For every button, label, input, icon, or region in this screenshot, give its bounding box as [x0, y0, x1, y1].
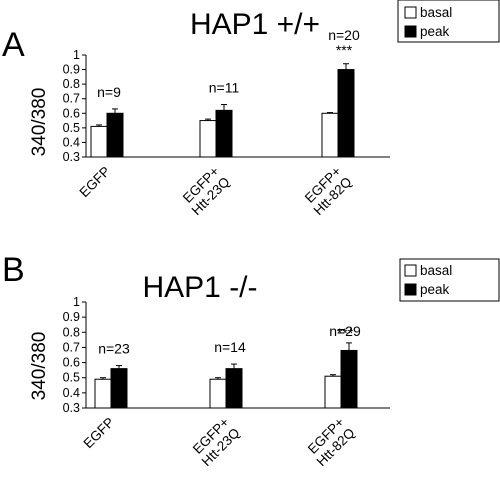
- panel-b: B HAP1 -/- 340/380 basal peak 0.30.40.50…: [2, 251, 500, 469]
- y-tick-label: 0.8: [63, 325, 80, 339]
- panel-letter: A: [2, 26, 25, 64]
- x-category-label: EGFP: [77, 164, 114, 201]
- bar-basal: [321, 112, 339, 158]
- bar-basal: [199, 120, 217, 158]
- bar-basal: [90, 125, 108, 158]
- y-tick-label: 0.8: [63, 77, 80, 91]
- y-axis-label: 340/380: [29, 88, 50, 157]
- panel-a: A HAP1 +/+ 340/380 basal peak 0.30.40.50…: [2, 0, 500, 218]
- n-label: n=11: [209, 80, 240, 96]
- bar-peak: [215, 109, 233, 158]
- n-label: n=20: [328, 27, 360, 43]
- legend-swatch-peak: [404, 283, 417, 296]
- bar-peak: [225, 368, 243, 409]
- legend: basal peak: [399, 258, 500, 302]
- y-tick-label: 0.4: [63, 135, 80, 149]
- y-tick-label: 0.3: [63, 150, 80, 164]
- n-label: n=29: [329, 323, 361, 339]
- legend-swatch-peak: [404, 25, 417, 38]
- chart-title: HAP1 +/+: [190, 8, 320, 41]
- legend-swatch-basal: [404, 264, 417, 277]
- chart-title: HAP1 -/-: [142, 271, 257, 304]
- legend-label-peak: peak: [420, 24, 450, 39]
- legend-label-peak: peak: [420, 282, 450, 297]
- bar-basal: [324, 375, 342, 409]
- legend: basal peak: [397, 0, 500, 43]
- y-axis-label: 340/380: [29, 332, 50, 401]
- x-category-label: EGFP+Htt-23Q: [178, 163, 233, 218]
- y-tick-label: 0.6: [63, 356, 80, 370]
- y-tick-label: 0.5: [63, 121, 80, 135]
- bar-peak: [340, 349, 358, 409]
- y-tick-label: 0.3: [63, 401, 80, 415]
- n-label: n=14: [214, 339, 246, 355]
- y-tick-label: 1: [73, 295, 80, 309]
- bar-peak: [106, 112, 124, 158]
- legend-label-basal: basal: [420, 5, 452, 20]
- panel-letter: B: [2, 251, 25, 289]
- y-tick-label: 0.6: [63, 106, 80, 120]
- y-tick-label: 0.9: [63, 310, 80, 324]
- y-tick-label: 0.5: [63, 371, 80, 385]
- y-tick-label: 1: [73, 48, 80, 62]
- bar-basal: [209, 378, 227, 409]
- y-tick-label: 0.7: [63, 92, 80, 106]
- legend-swatch-basal: [404, 6, 417, 19]
- x-category-label: EGFP: [81, 415, 118, 452]
- bar-peak: [337, 69, 355, 158]
- x-category-line: EGFP: [77, 164, 114, 201]
- significance-label: ***: [336, 42, 353, 58]
- y-tick-label: 0.7: [63, 340, 80, 354]
- x-category-label: EGFP+Htt-82Q: [300, 163, 355, 218]
- bar-peak: [110, 368, 128, 409]
- n-label: n=23: [98, 341, 130, 357]
- bar-basal: [94, 378, 112, 409]
- x-category-line: EGFP: [81, 415, 118, 452]
- n-label: n=9: [97, 84, 121, 100]
- x-category-label: EGFP+Htt-23Q: [188, 414, 243, 469]
- legend-label-basal: basal: [420, 263, 452, 278]
- x-category-label: EGFP+Htt-82Q: [303, 414, 358, 469]
- y-tick-label: 0.9: [63, 63, 80, 77]
- significance-label: ***: [337, 325, 354, 341]
- y-tick-label: 0.4: [63, 386, 80, 400]
- plot-area: 0.30.40.50.6 0.70.80.91 n=23 EGFP n=14 EGFP+H…: [63, 295, 390, 469]
- plot-area: 0.30.40.50.60.70.80.91 n=9 EGFP n=11 EGFP+Ht…: [63, 27, 390, 218]
